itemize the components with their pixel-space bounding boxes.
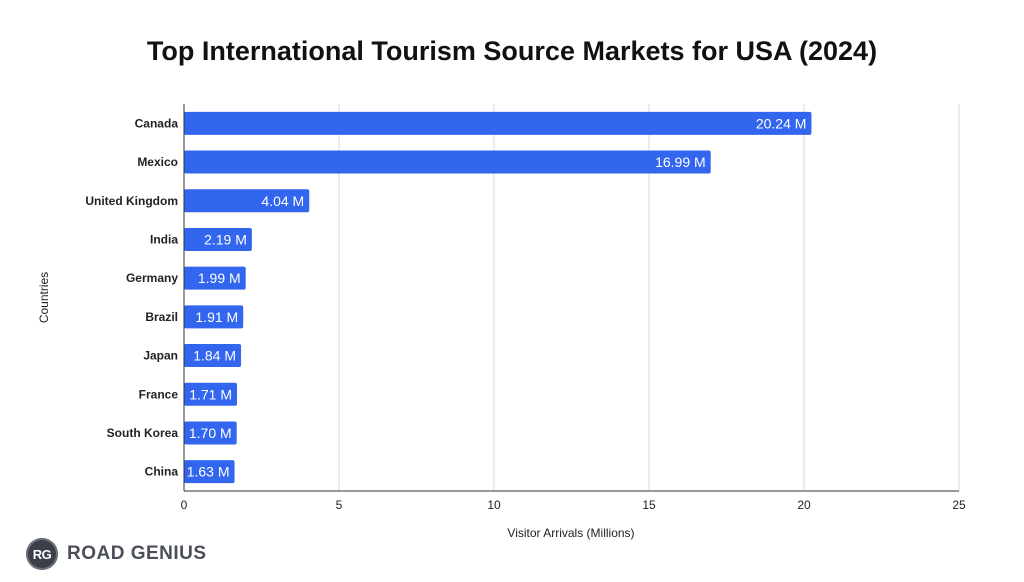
x-tick-label: 20: [797, 498, 811, 512]
category-label: Japan: [143, 349, 178, 363]
category-label: Brazil: [145, 310, 178, 324]
category-label: France: [139, 387, 179, 401]
x-axis-title: Visitor Arrivals (Millions): [507, 526, 634, 540]
bar-value-label: 1.63 M: [187, 464, 230, 480]
category-label: India: [150, 232, 178, 246]
category-labels: Canada Mexico United Kingdom India Germany Br…: [85, 116, 178, 478]
x-tick-label: 10: [487, 498, 501, 512]
bar-value-label: 4.04 M: [261, 193, 304, 209]
category-label: United Kingdom: [85, 194, 178, 208]
bar-value-label: 1.70 M: [189, 425, 232, 441]
x-tick-label: 25: [952, 498, 966, 512]
category-label: China: [145, 465, 179, 479]
bar-value-label: 1.84 M: [193, 348, 236, 364]
bar: [184, 421, 237, 445]
category-label: Germany: [126, 271, 178, 285]
brand-name: ROAD GENIUS: [67, 543, 207, 564]
category-label: Mexico: [137, 155, 178, 169]
bar: [184, 150, 711, 174]
x-tick-label: 15: [642, 498, 656, 512]
bar-value-label: 20.24 M: [756, 115, 807, 131]
category-label: South Korea: [107, 426, 179, 440]
bar: [184, 460, 235, 484]
bar-value-label: 1.71 M: [189, 386, 232, 402]
x-ticks: 0 5 10 15 20 25: [181, 498, 966, 512]
bar: [184, 266, 246, 290]
bar: [184, 382, 238, 406]
chart-title: Top International Tourism Source Markets…: [146, 36, 878, 66]
bar-value-label: 16.99 M: [655, 154, 706, 170]
bar-value-label: 1.91 M: [195, 309, 238, 325]
bar: [184, 344, 242, 368]
bar: [184, 305, 244, 329]
bar: [184, 227, 252, 251]
brand-logo: RG ROAD GENIUS: [26, 537, 207, 571]
y-axis-title: Countries: [37, 272, 51, 323]
x-tick-label: 5: [336, 498, 343, 512]
bars: 20.24 M 16.99 M 4.04 M 2.19 M 1.99 M 1.91 M 1.…: [184, 111, 812, 484]
bar-value-label: 2.19 M: [204, 231, 247, 247]
x-tick-label: 0: [181, 498, 188, 512]
road-genius-logo-icon: RG: [26, 538, 58, 570]
bar: [184, 111, 812, 135]
bar: [184, 189, 310, 213]
bar-value-label: 1.99 M: [198, 270, 241, 286]
category-label: Canada: [135, 116, 179, 130]
